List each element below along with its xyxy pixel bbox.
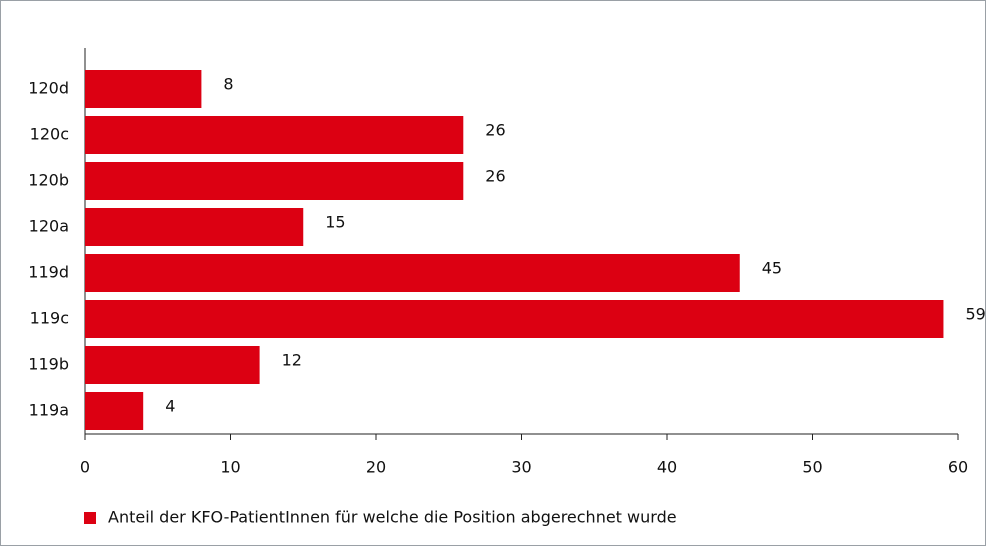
bar [85, 162, 464, 200]
x-tick-label: 20 [366, 458, 386, 477]
y-tick-label: 120b [28, 171, 69, 190]
value-label: 59 [965, 305, 985, 324]
bar [85, 116, 464, 154]
x-tick-label: 10 [220, 458, 240, 477]
x-tick-label: 50 [802, 458, 822, 477]
y-tick-label: 119a [29, 401, 69, 420]
bar [85, 392, 144, 430]
value-label: 15 [325, 213, 345, 232]
value-label: 45 [762, 259, 782, 278]
value-label: 4 [165, 397, 175, 416]
legend-label: Anteil der KFO-PatientInnen für welche d… [108, 508, 677, 527]
bar [85, 254, 740, 292]
legend-swatch [84, 512, 96, 524]
y-tick-label: 119b [28, 355, 69, 374]
y-tick-label: 119d [28, 263, 69, 282]
x-tick-label: 60 [948, 458, 968, 477]
y-tick-label: 120d [28, 79, 69, 98]
y-tick-label: 119c [30, 309, 69, 328]
bar [85, 300, 944, 338]
bar [85, 346, 260, 384]
value-label: 26 [485, 167, 505, 186]
value-label: 8 [223, 75, 233, 94]
x-tick-label: 40 [657, 458, 677, 477]
value-label: 26 [485, 121, 505, 140]
x-tick-label: 0 [80, 458, 90, 477]
y-tick-label: 120a [29, 217, 69, 236]
bar [85, 70, 202, 108]
value-label: 12 [282, 351, 302, 370]
bar [85, 208, 304, 246]
y-tick-label: 120c [30, 125, 69, 144]
x-tick-label: 30 [511, 458, 531, 477]
